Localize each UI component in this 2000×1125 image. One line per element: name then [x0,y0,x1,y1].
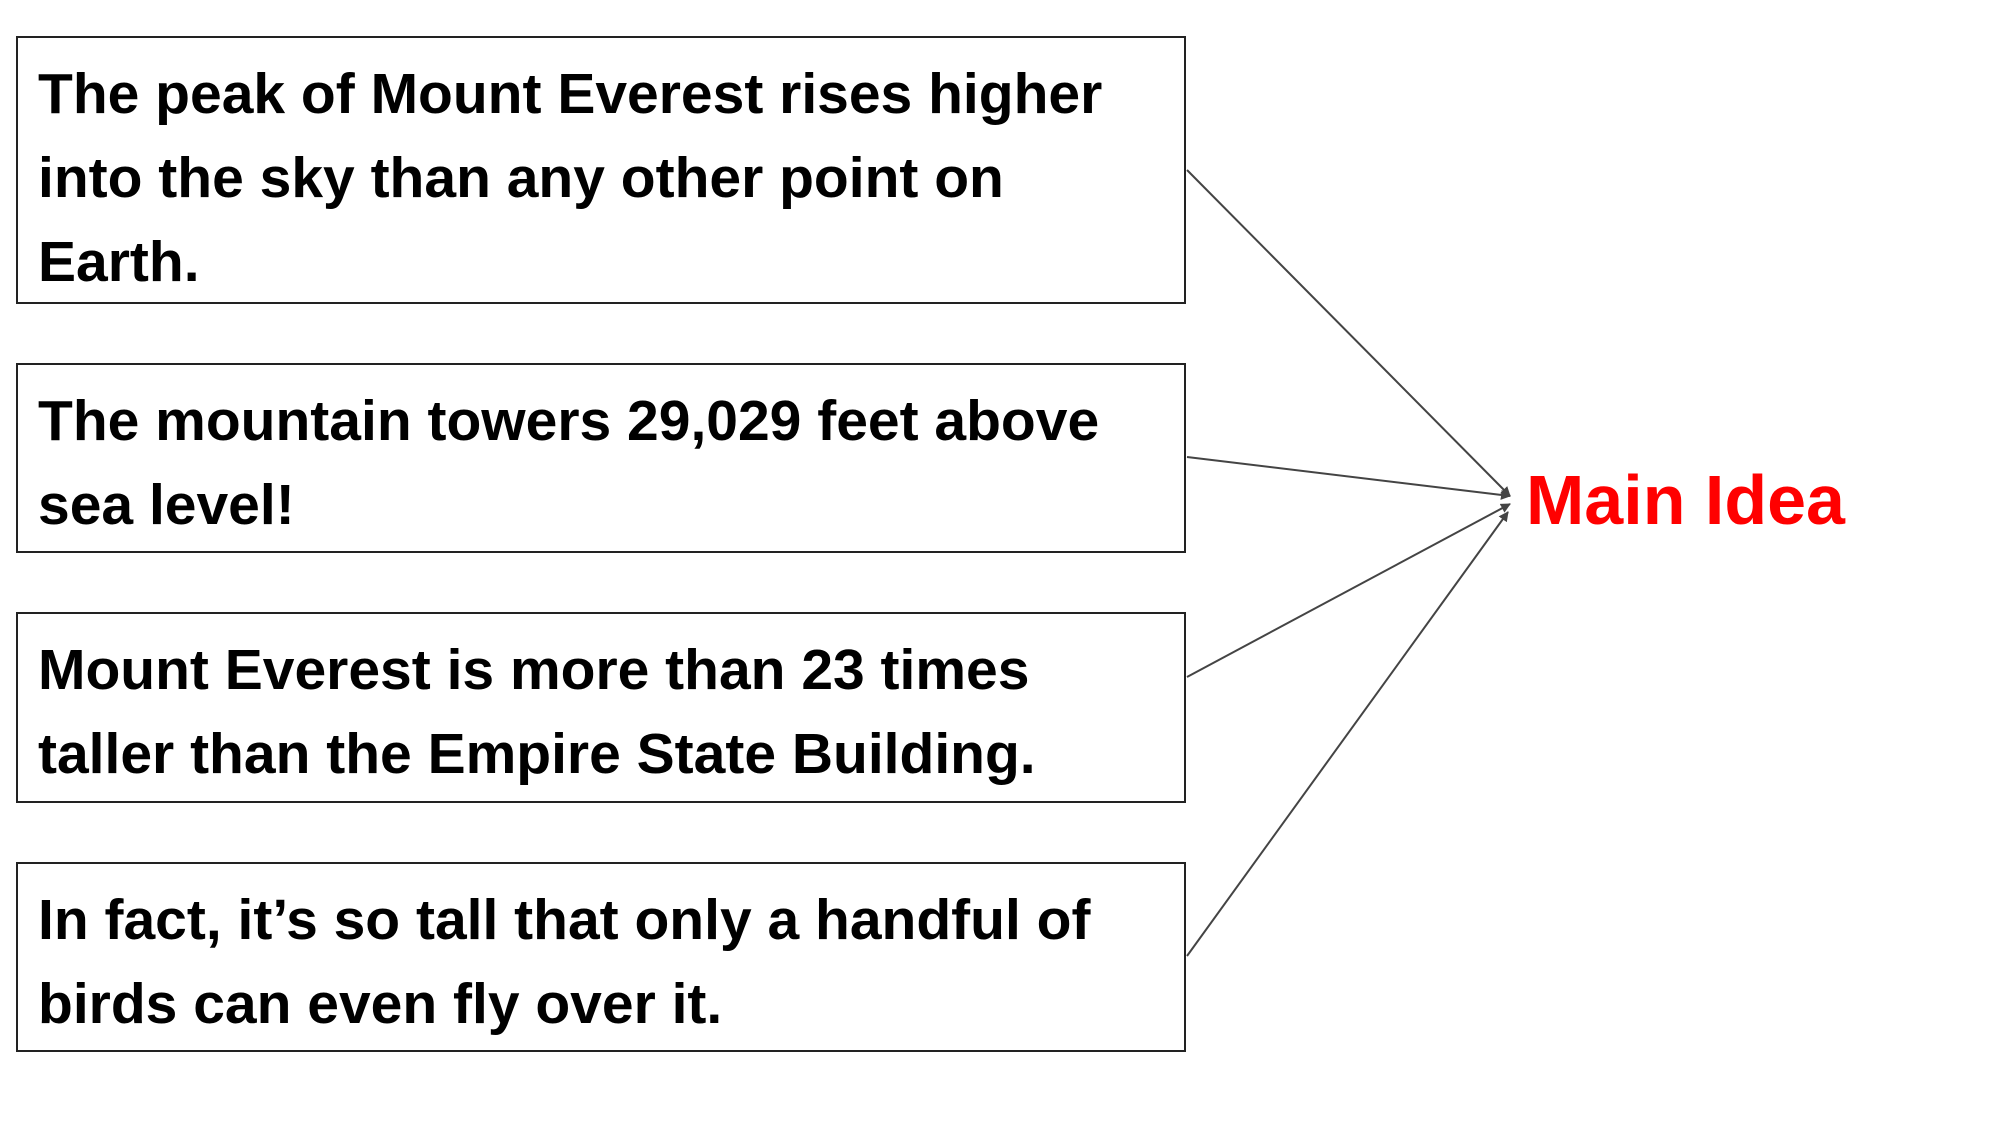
supporting-detail-box-1: The peak of Mount Everest rises higher i… [16,36,1186,304]
supporting-detail-text-2: The mountain towers 29,029 feet above se… [38,389,1100,537]
connector-arrow-2 [1186,456,1511,500]
supporting-detail-text-4: In fact, it’s so tall that only a handfu… [38,888,1091,1036]
connector-arrow-3 [1186,503,1511,678]
main-idea-label: Main Idea [1526,461,1845,539]
connector-arrow-1 [1186,169,1511,497]
supporting-detail-box-2: The mountain towers 29,029 feet above se… [16,363,1186,553]
connector-arrow-4 [1186,511,1509,957]
supporting-detail-box-4: In fact, it’s so tall that only a handfu… [16,862,1186,1052]
supporting-detail-box-3: Mount Everest is more than 23 times tall… [16,612,1186,803]
supporting-detail-text-3: Mount Everest is more than 23 times tall… [38,638,1036,786]
supporting-detail-text-1: The peak of Mount Everest rises higher i… [38,62,1103,294]
